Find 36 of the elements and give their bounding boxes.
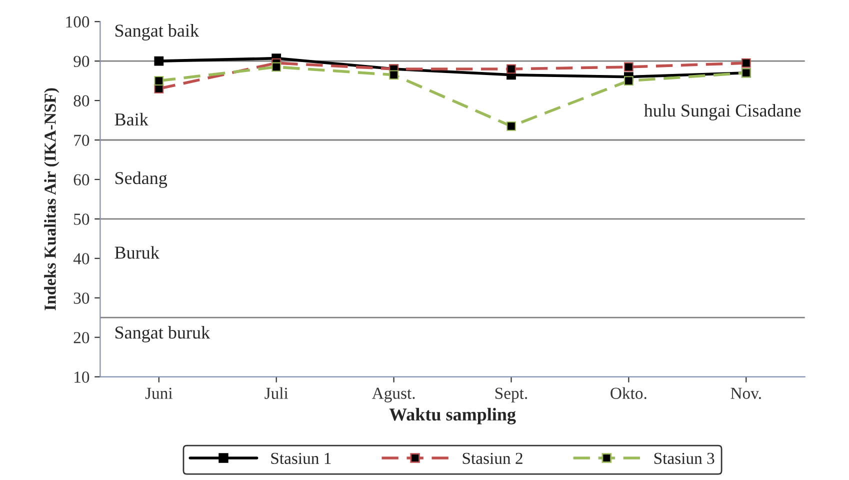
annotation: Sedang bbox=[115, 171, 168, 188]
y-tick-label: 100 bbox=[66, 16, 90, 28]
y-tick-label: 90 bbox=[74, 56, 90, 68]
annotation: hulu Sungai Cisadane bbox=[644, 104, 801, 120]
point bbox=[741, 58, 751, 68]
x-tick-label: Agust. bbox=[372, 388, 415, 402]
y-tick-label: 20 bbox=[74, 332, 90, 344]
point bbox=[506, 64, 516, 74]
y-tick-label: 30 bbox=[74, 292, 90, 304]
legend-label: Stasiun 2 bbox=[462, 452, 522, 464]
point bbox=[624, 62, 634, 72]
x-tick-label: Okto. bbox=[610, 387, 646, 400]
point bbox=[506, 122, 516, 131]
y-axis-title: Indeks Kualitas Air (IKA-NSF) bbox=[44, 88, 60, 310]
y-tick-label: 80 bbox=[74, 95, 90, 106]
x-axis-title: Waktu sampling bbox=[389, 408, 516, 424]
point bbox=[624, 76, 634, 86]
legend-label: Stasiun 1 bbox=[271, 452, 331, 464]
x-tick-label: Sept. bbox=[495, 388, 528, 402]
annotation: Sangat baik bbox=[115, 24, 200, 40]
y-tick-label: 40 bbox=[73, 253, 90, 264]
y-tick-label: 70 bbox=[74, 134, 90, 146]
point bbox=[154, 56, 164, 66]
annotation: Baik bbox=[114, 112, 148, 126]
y-tick-label: 10 bbox=[74, 372, 90, 383]
point bbox=[389, 70, 398, 80]
y-tick-label: 60 bbox=[74, 174, 90, 186]
x-tick-label: Juni bbox=[145, 388, 172, 399]
legend-label: Stasiun 3 bbox=[654, 452, 714, 464]
annotation: Sangat buruk bbox=[115, 326, 210, 342]
point bbox=[154, 76, 164, 86]
x-tick-label: Juli bbox=[264, 387, 288, 399]
x-tick-label: Nov. bbox=[730, 388, 761, 400]
y-tick-label: 50 bbox=[74, 214, 90, 225]
annotation: Buruk bbox=[114, 246, 160, 259]
point bbox=[272, 62, 282, 72]
